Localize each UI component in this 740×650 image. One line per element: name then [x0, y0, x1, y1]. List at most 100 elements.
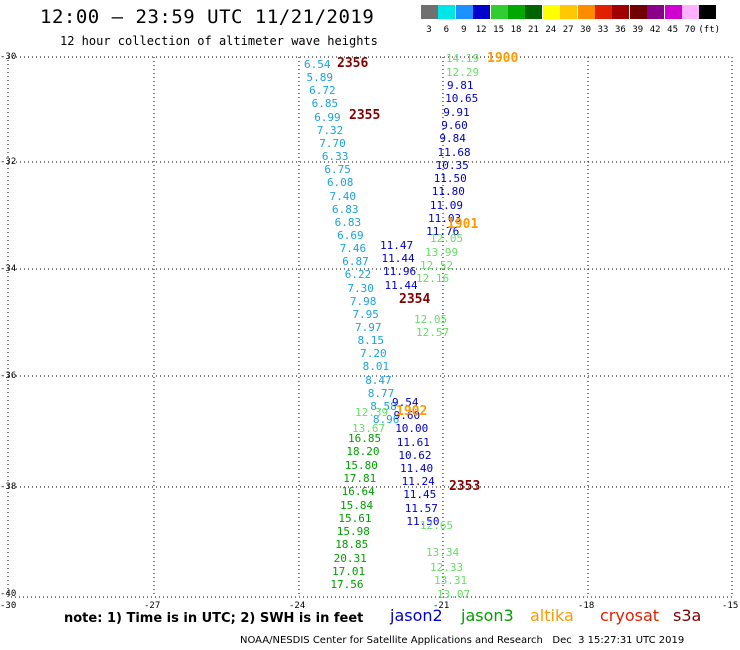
pass-time-label: 2356: [337, 56, 369, 71]
wave-height-label: 17.01: [332, 565, 366, 578]
wave-height-label: 10.00: [395, 422, 429, 436]
wave-height-label: 6.83: [334, 215, 362, 229]
wave-height-label: 13.31: [434, 574, 468, 587]
wave-height-label: 7.20: [360, 347, 387, 361]
scale-label: 42: [649, 25, 661, 35]
wave-height-label: 15.98: [336, 525, 370, 539]
pass-time-label: 2354: [399, 292, 431, 307]
lon-tick-label: -18: [578, 601, 595, 611]
scale-label: 12: [475, 25, 487, 35]
wave-height-label: 6.08: [326, 176, 354, 190]
pass-time-label: 1900: [487, 51, 519, 66]
wave-height-label: 6.72: [309, 84, 336, 98]
pass-time-label: 1901: [447, 217, 479, 232]
wave-height-label: 11.24: [401, 475, 435, 489]
pass-time-label: 1902: [396, 404, 428, 419]
scale-swatch: [525, 5, 543, 19]
lon-tick-label: -15: [722, 601, 739, 611]
satellite-legend-altika: altika: [530, 606, 574, 625]
wave-height-label: 12.57: [416, 326, 450, 339]
scale-label: 15: [493, 25, 505, 35]
wave-height-label: 5.89: [306, 71, 334, 85]
scale-swatch: [647, 5, 665, 19]
wave-height-label: 6.75: [324, 163, 351, 177]
wave-height-label: 10.62: [398, 448, 432, 462]
wave-height-label: 11.03: [428, 212, 462, 225]
scale-swatch: [612, 5, 630, 19]
scale-swatch: [595, 5, 612, 19]
wave-height-label: 11.44: [381, 251, 415, 265]
wave-height-label: 7.70: [319, 136, 346, 150]
scale-swatch: [577, 5, 595, 19]
lat-tick-label: -32: [0, 157, 17, 167]
wave-height-label: 10.35: [435, 158, 469, 172]
wave-height-label: 6.22: [344, 268, 372, 282]
wave-height-label: 8.47: [365, 373, 392, 387]
wave-height-label: 7.97: [355, 321, 382, 334]
wave-height-label: 12.39: [355, 406, 389, 419]
scale-label: 6: [443, 25, 450, 35]
wave-height-label: 6.99: [314, 110, 341, 124]
scale-swatch: [508, 5, 525, 19]
satellite-legend-cryosat: cryosat: [600, 606, 660, 625]
scale-label: 24: [545, 25, 557, 35]
scale-swatch: [629, 5, 647, 19]
wave-height-label: 8.96: [372, 413, 400, 427]
satellite-legend-jason3: jason3: [461, 606, 514, 625]
wave-height-label: 7.98: [349, 294, 377, 308]
lat-tick-label: -34: [0, 264, 17, 274]
lat-tick-label: -38: [0, 482, 17, 492]
wave-height-label: 11.40: [400, 462, 434, 475]
pass-time-label: 2355: [349, 108, 381, 123]
wave-height-label: 11.50: [433, 172, 467, 186]
scale-swatch: [542, 5, 560, 19]
wave-height-label: 11.44: [384, 278, 418, 292]
wave-height-label: 6.33: [321, 150, 349, 164]
wave-height-label: 15.80: [344, 458, 378, 472]
scale-label: 39: [632, 25, 644, 35]
wave-height-label: 11.57: [404, 501, 438, 515]
wave-height-label: 11.80: [431, 185, 465, 199]
wave-height-label: 9.60: [441, 118, 468, 132]
wave-height-label: 9.81: [447, 79, 474, 92]
scale-label: 18: [510, 25, 522, 35]
wave-height-label: 8.77: [367, 386, 395, 400]
wave-height-label: 11.45: [403, 488, 437, 502]
wave-height-label: 12.16: [416, 272, 450, 285]
wave-height-label: 12.05: [414, 313, 448, 326]
wave-height-label: 11.61: [396, 435, 430, 449]
wave-height-label: 13.34: [426, 546, 460, 559]
wave-height-label: 11.96: [383, 265, 417, 279]
scale-label: 9: [461, 25, 467, 35]
wave-height-label: 13.99: [425, 246, 459, 259]
scale-label: 27: [562, 25, 574, 35]
chart-subtitle: 12 hour collection of altimeter wave hei…: [60, 34, 378, 48]
lon-tick-label: -24: [289, 601, 306, 611]
satellite-legend-s3a: s3a: [673, 606, 702, 625]
wave-height-label: 15.84: [340, 498, 374, 512]
satellite-legend-jason2: jason2: [390, 606, 443, 625]
wave-height-label: 7.30: [347, 281, 374, 295]
wave-height-label: 7.95: [352, 307, 379, 321]
wave-height-label: 11.47: [380, 238, 414, 252]
wave-height-label: 9.84: [439, 132, 466, 146]
wave-height-label: 9.60: [393, 409, 421, 423]
wave-height-label: 10.65: [445, 92, 479, 106]
wave-height-label: 9.91: [443, 105, 470, 119]
wave-height-label: 12.52: [420, 259, 454, 272]
scale-label: 21: [527, 25, 539, 35]
scale-swatch: [682, 5, 699, 19]
wave-height-label: 20.31: [333, 551, 367, 565]
credit-footer: NOAA/NESDIS Center for Satellite Applica…: [240, 635, 685, 646]
wave-height-label: 8.01: [362, 360, 390, 374]
lon-tick-label: -21: [433, 601, 450, 611]
scale-swatch: [421, 5, 438, 19]
scale-swatch: [699, 5, 717, 19]
wave-height-label: 16.64: [341, 485, 375, 499]
pass-time-label: 2353: [449, 479, 481, 494]
scale-label: (ft): [698, 25, 721, 35]
scale-swatch: [664, 5, 682, 19]
wave-height-label: 8.58: [370, 399, 397, 413]
wave-height-label: 6.54: [304, 58, 331, 71]
